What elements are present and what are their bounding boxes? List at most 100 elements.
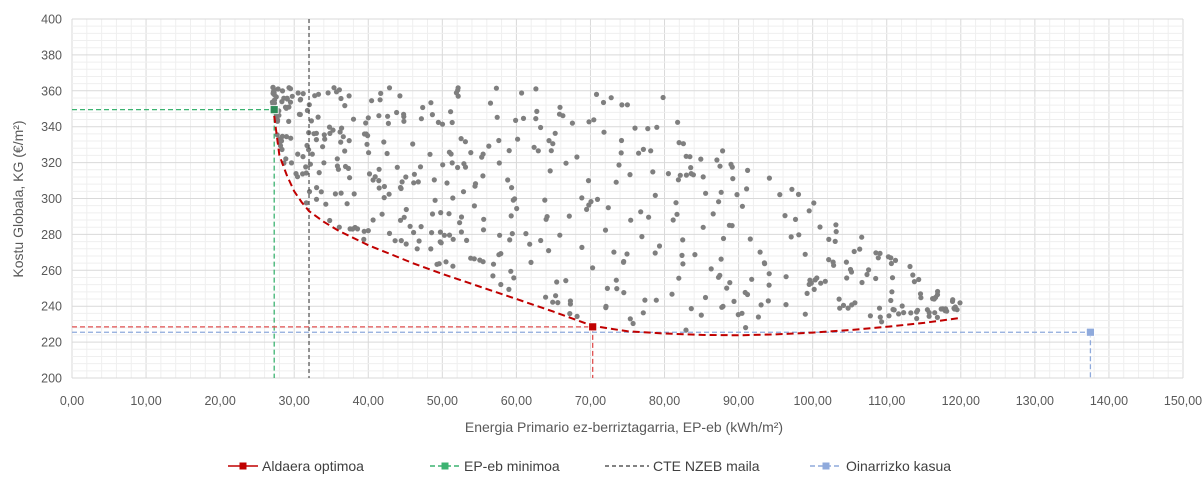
- scatter-point: [783, 274, 789, 280]
- scatter-point: [347, 175, 353, 181]
- y-axis-title: Kostu Globala, KG (€/m²): [10, 120, 26, 277]
- scatter-point: [366, 171, 373, 177]
- scatter-point: [361, 236, 367, 242]
- scatter-point: [755, 314, 762, 320]
- scatter-point: [830, 259, 836, 265]
- y-tick-label: 300: [41, 192, 62, 206]
- x-tick-label: 120,00: [942, 394, 980, 408]
- scatter-point: [795, 191, 802, 197]
- scatter-point: [934, 314, 941, 320]
- scatter-point: [477, 257, 483, 263]
- scatter-point: [613, 277, 619, 283]
- scatter-point: [731, 298, 737, 304]
- scatter-point: [660, 94, 666, 101]
- scatter-point: [429, 211, 436, 217]
- scatter-point: [876, 305, 883, 311]
- scatter-point: [462, 139, 468, 145]
- scatter-point: [621, 290, 627, 296]
- scatter-point: [724, 285, 730, 291]
- x-tick-label: 60,00: [501, 394, 532, 408]
- scatter-point: [480, 227, 487, 233]
- scatter-point: [279, 88, 286, 94]
- scatter-point: [407, 223, 413, 229]
- scatter-point: [951, 305, 957, 311]
- scatter-point: [788, 234, 794, 240]
- scatter-point: [924, 307, 931, 313]
- scatter-point: [910, 272, 916, 278]
- scatter-point: [366, 150, 372, 156]
- scatter-point: [339, 125, 345, 131]
- scatter-point: [321, 132, 327, 138]
- scatter-point: [889, 289, 895, 295]
- scatter-point: [548, 148, 554, 154]
- scatter-point: [891, 307, 897, 313]
- scatter-point: [708, 266, 714, 272]
- scatter-point: [498, 281, 504, 288]
- min-marker: [269, 105, 279, 115]
- scatter-point: [507, 237, 513, 243]
- scatter-point: [361, 131, 368, 137]
- scatter-point: [468, 255, 474, 261]
- scatter-point: [552, 130, 558, 136]
- scatter-point: [481, 216, 487, 222]
- scatter-point: [849, 302, 855, 308]
- scatter-point: [802, 251, 808, 257]
- scatter-point: [918, 295, 924, 301]
- scatter-point: [288, 135, 294, 141]
- scatter-point: [490, 261, 497, 267]
- scatter-point: [455, 164, 461, 171]
- scatter-point: [585, 178, 592, 184]
- scatter-point: [866, 267, 872, 273]
- scatter-point: [306, 189, 313, 195]
- scatter-point: [327, 130, 333, 136]
- scatter-point: [448, 151, 454, 157]
- scatter-point: [313, 130, 319, 136]
- legend-label: Oinarrizko kasua: [846, 458, 951, 474]
- scatter-point: [279, 99, 285, 105]
- scatter-point: [586, 119, 592, 125]
- scatter-point: [487, 100, 494, 106]
- scatter-point: [458, 229, 464, 235]
- scatter-point: [320, 144, 326, 150]
- scatter-point: [556, 111, 563, 117]
- scatter-point: [698, 156, 704, 162]
- scatter-point: [567, 311, 573, 317]
- scatter-point: [505, 177, 511, 183]
- scatter-point: [867, 313, 874, 319]
- scatter-point: [429, 112, 435, 118]
- scatter-point: [648, 148, 654, 154]
- scatter-point: [896, 311, 902, 317]
- scatter-point: [538, 124, 544, 131]
- scatter-point: [376, 166, 382, 172]
- scatter-point: [567, 301, 574, 307]
- scatter-point: [710, 211, 716, 217]
- optimal-marker: [588, 322, 598, 332]
- scatter-point: [420, 104, 426, 111]
- scatter-point: [718, 189, 724, 195]
- scatter-point: [719, 304, 725, 310]
- scatter-point: [480, 173, 486, 179]
- legend-optimal: Aldaera optimoa: [228, 458, 364, 474]
- scatter-point: [566, 213, 572, 219]
- scatter-point: [859, 279, 865, 286]
- scatter-point: [496, 160, 502, 166]
- scatter-point: [318, 189, 324, 195]
- x-tick-label: 10,00: [130, 394, 161, 408]
- scatter-point: [295, 151, 301, 157]
- scatter-point: [509, 185, 515, 191]
- scatter-point: [287, 99, 294, 105]
- scatter-point: [802, 311, 808, 317]
- legend: Aldaera optimoa EP-eb minimoa CTE NZEB mai…: [228, 458, 951, 474]
- scatter-point: [514, 205, 520, 212]
- scatter-point: [428, 246, 434, 252]
- scatter-point: [642, 297, 648, 303]
- scatter-point: [546, 138, 552, 144]
- scatter-point: [363, 120, 369, 126]
- scatter-point: [345, 165, 351, 171]
- scatter-point: [892, 257, 899, 263]
- scatter-point: [378, 90, 384, 96]
- scatter-point: [720, 235, 727, 242]
- scatter-point: [331, 85, 337, 91]
- legend-marker: [239, 462, 247, 470]
- scatter-point: [611, 249, 617, 255]
